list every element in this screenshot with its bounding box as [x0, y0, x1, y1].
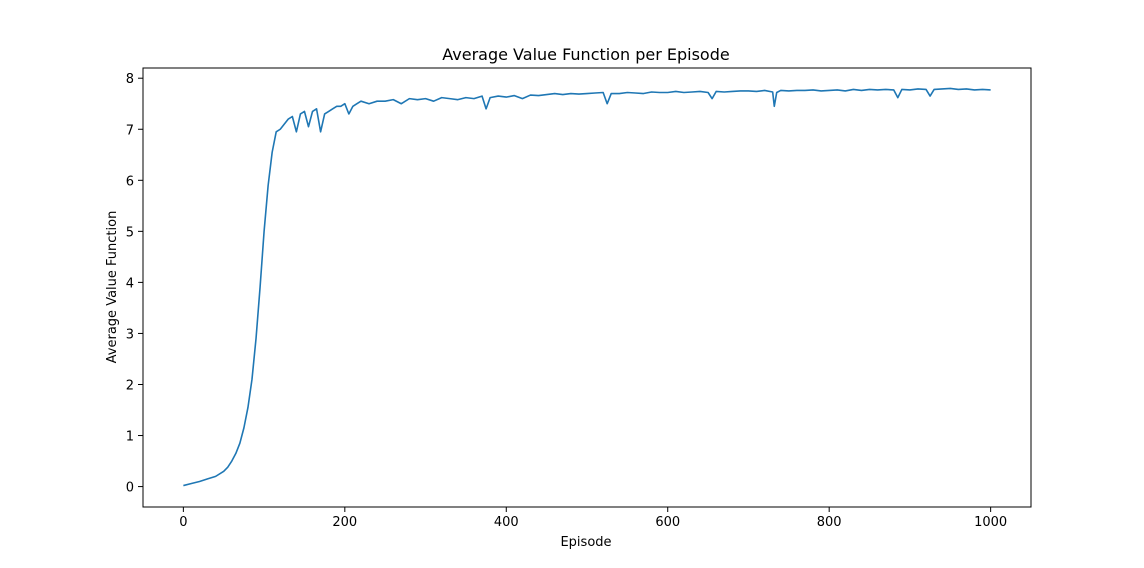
- x-tick-label: 0: [179, 515, 187, 530]
- x-tick-label: 400: [494, 515, 519, 530]
- series-line: [183, 87, 991, 487]
- y-tick-label: 4: [126, 276, 134, 291]
- x-axis-label: Episode: [560, 535, 611, 550]
- y-tick-label: 5: [126, 225, 134, 240]
- y-tick-label: 6: [126, 174, 134, 189]
- y-tick-label: 2: [126, 378, 134, 393]
- y-tick-label: 1: [126, 430, 134, 445]
- x-axis-ticks: 0 200 400 600 800 1000: [179, 507, 1007, 530]
- x-tick-label: 1000: [974, 515, 1007, 530]
- y-tick-label: 3: [126, 327, 134, 342]
- series-layer: [183, 87, 991, 487]
- plot-frame: [142, 67, 1032, 508]
- y-tick-label: 8: [126, 72, 134, 87]
- chart-title: Average Value Function per Episode: [442, 45, 729, 64]
- y-axis-label: Average Value Function: [105, 211, 120, 364]
- y-axis-ticks: 0 1 2 3 4 5 6 7 8: [126, 72, 143, 496]
- y-tick-label: 0: [126, 481, 134, 496]
- x-tick-label: 600: [655, 515, 680, 530]
- y-tick-label: 7: [126, 123, 134, 138]
- x-tick-label: 200: [332, 515, 357, 530]
- plot-area: [143, 68, 1031, 507]
- x-tick-label: 800: [817, 515, 842, 530]
